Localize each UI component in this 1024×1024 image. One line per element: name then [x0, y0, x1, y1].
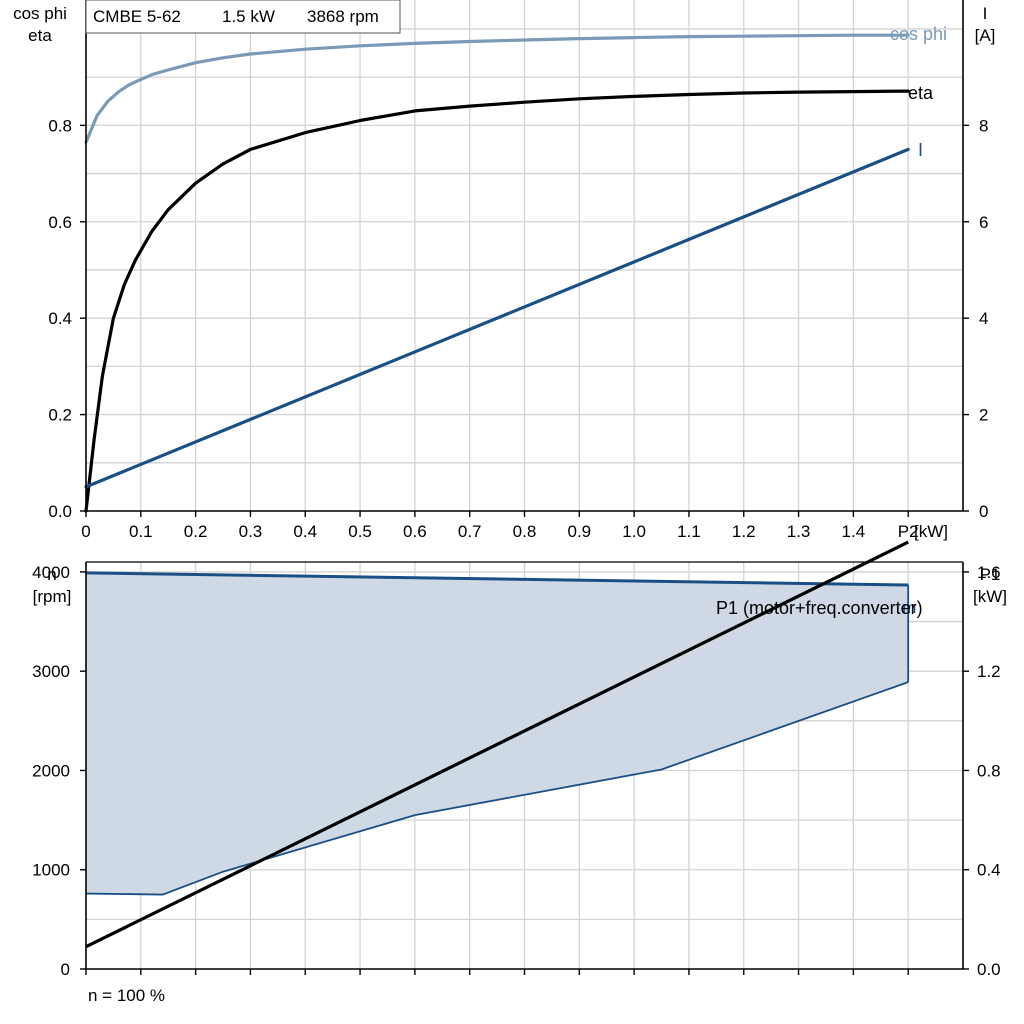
x-tick-label: 0.4: [293, 522, 317, 541]
x-tick-label: 1.1: [677, 522, 701, 541]
header-power: 1.5 kW: [222, 7, 275, 26]
bottom-right-axis-label-2: [kW]: [973, 587, 1007, 606]
right-tick-label: 8: [979, 116, 988, 135]
right-tick-label: 1.2: [977, 662, 1001, 681]
right-tick-label: 6: [979, 213, 988, 232]
left-tick-label: 1000: [32, 861, 70, 880]
right-tick-label: 1.6: [977, 563, 1001, 582]
x-tick-label: 0.5: [348, 522, 372, 541]
x-tick-label: 0.6: [403, 522, 427, 541]
footer-note: n = 100 %: [88, 986, 165, 1005]
x-tick-label: 1.4: [842, 522, 866, 541]
x-tick-label: 1.3: [787, 522, 811, 541]
right-tick-label: 4: [979, 309, 988, 328]
p1-line: [85, 540, 909, 949]
x-tick-label: 0.8: [513, 522, 537, 541]
current-line: [84, 147, 910, 489]
right-tick-label: 0.0: [977, 960, 1001, 979]
x-tick-label: 0.7: [458, 522, 482, 541]
left-tick-label: 0.2: [48, 406, 72, 425]
eta-curve-label: eta: [908, 83, 934, 103]
bottom-right-axis-label-1: P1: [980, 565, 1001, 584]
left-tick-label: 0.8: [48, 116, 72, 135]
left-tick-label: 3000: [32, 662, 70, 681]
left-tick-label: 0: [61, 960, 70, 979]
right-tick-label: 0.8: [977, 761, 1001, 780]
top-left-axis-label-2: eta: [28, 26, 52, 45]
labels-layer: m cos phi eta I P1 (motor+freq.converter) 0 0.…: [32, 24, 1000, 979]
right-tick-label: 2: [979, 406, 988, 425]
header-speed: 3868 rpm: [307, 7, 379, 26]
top-right-axis-label-2: [A]: [975, 26, 996, 45]
left-tick-label: 2000: [32, 761, 70, 780]
bottom-left-axis-label-2: [rpm]: [33, 587, 72, 606]
bottom-left-axis-label-1: n: [47, 565, 56, 584]
speed-max-line: [85, 571, 909, 587]
current-line-label: I: [918, 140, 923, 160]
cos-phi-curve: [84, 33, 910, 144]
eta-curve: [84, 89, 910, 513]
top-chart-grid: [86, 0, 963, 511]
right-tick-label: 0: [979, 502, 988, 521]
speed-range-area: [86, 572, 909, 895]
top-right-axis-label-1: I: [983, 4, 988, 23]
x-tick-label: 0: [81, 522, 90, 541]
speed-range-label: m: [902, 598, 916, 617]
p1-line-label: P1 (motor+freq.converter): [716, 598, 923, 618]
series-layer: [84, 33, 910, 949]
top-left-axis-label-1: cos phi: [13, 4, 67, 23]
x-tick-label: 0.3: [239, 522, 263, 541]
axes-layer: [80, 0, 969, 975]
left-tick-label: 0.4: [48, 309, 72, 328]
left-tick-label: 0.6: [48, 213, 72, 232]
x-tick-label: 0.1: [129, 522, 153, 541]
x-tick-label: 0.9: [567, 522, 591, 541]
cos-phi-curve-label: cos phi: [890, 24, 947, 44]
x-axis-unit-label: [kW]: [914, 522, 948, 541]
header-model: CMBE 5-62: [93, 7, 181, 26]
speed-min-line: [85, 681, 909, 896]
right-tick-label: 0.4: [977, 861, 1001, 880]
x-tick-label: 1.2: [732, 522, 756, 541]
header-box: [85, 0, 401, 34]
x-tick-label: 0.2: [184, 522, 208, 541]
x-tick-label: P2: [898, 522, 919, 541]
speed-range-layer: [85, 571, 910, 896]
left-tick-label: 0.0: [48, 502, 72, 521]
x-tick-label: 1.0: [622, 522, 646, 541]
left-tick-label: 4000: [32, 563, 70, 582]
